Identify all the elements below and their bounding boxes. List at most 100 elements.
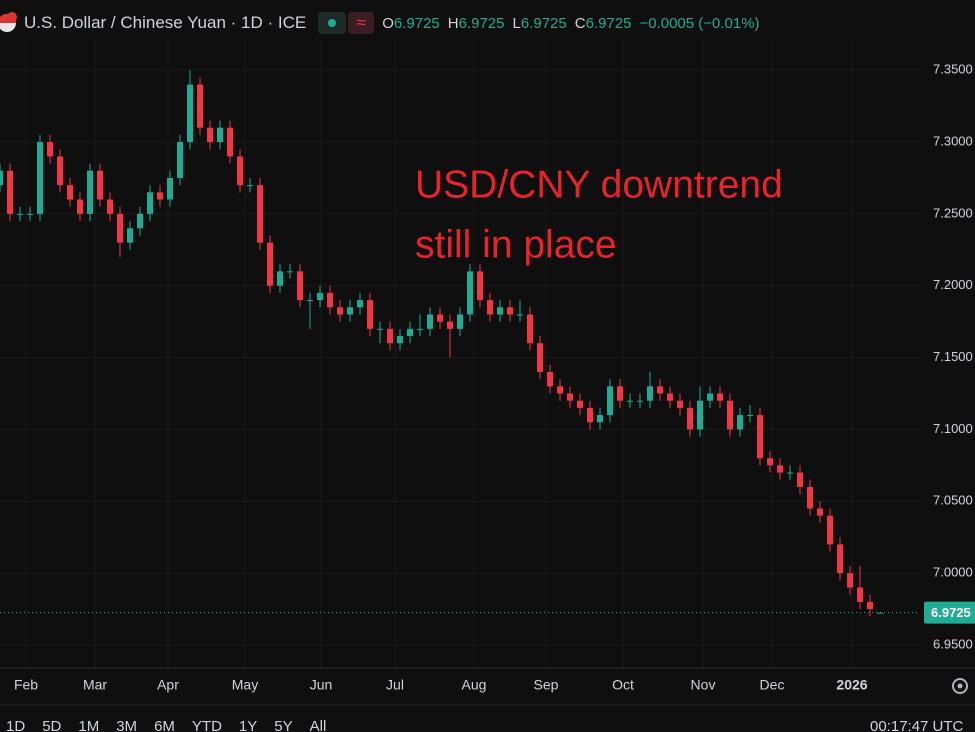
candle-body <box>7 170 13 214</box>
candle-body <box>407 328 413 337</box>
status[interactable] <box>318 12 347 34</box>
candle-body <box>347 307 353 315</box>
candle-body <box>367 300 373 329</box>
candle-body <box>187 84 193 143</box>
candle-body <box>617 386 623 401</box>
y-tick-label: 7.0500 <box>933 493 973 508</box>
candle-body <box>657 386 663 394</box>
candle-body <box>67 185 73 200</box>
candle-body <box>727 400 733 430</box>
candle-body <box>797 472 803 487</box>
candle-body <box>387 328 393 344</box>
candle-body <box>357 300 363 308</box>
ohlc-label: C <box>574 15 586 32</box>
range-button[interactable]: YTD <box>191 718 222 732</box>
candle-body <box>487 300 493 315</box>
candle-body <box>637 400 643 402</box>
candle-body <box>267 242 273 286</box>
clock: 00:17:47 UTC <box>870 718 964 732</box>
change: −0.0005 (−0.01%) <box>639 14 760 32</box>
candle-body <box>147 192 153 214</box>
range-toolbar: 1D 5D 1M 3M 6M YTD 1Y 5Y All <box>0 718 326 732</box>
candle-body <box>227 127 233 157</box>
candle-body <box>417 328 423 330</box>
candle-body <box>677 400 683 408</box>
candle-body <box>477 271 483 301</box>
delay-icon[interactable]: ≈ <box>348 12 375 34</box>
candle-body <box>607 386 613 416</box>
range-button[interactable]: All <box>309 718 327 732</box>
candle-body <box>37 142 43 214</box>
ohlc-value: 6.9725 <box>585 15 632 32</box>
ohlc-value: 6.9725 <box>393 15 440 32</box>
candle-body <box>827 515 833 545</box>
candle-body <box>597 415 603 423</box>
candle-body <box>317 292 323 301</box>
settings-icon[interactable] <box>952 678 968 694</box>
candle-body <box>817 508 823 516</box>
candle-body <box>717 393 723 401</box>
candle-body <box>107 199 113 214</box>
x-tick-label: Feb <box>14 677 38 693</box>
range-button[interactable]: 1M <box>78 718 100 732</box>
ohlc-label: O <box>382 15 394 32</box>
x-tick-label: Nov <box>691 677 716 693</box>
y-tick-label: 7.3000 <box>933 133 973 148</box>
ohlc-item: C6.9725 <box>575 15 632 32</box>
candle-body <box>0 170 3 186</box>
y-tick-label: 7.0000 <box>933 565 973 580</box>
candle-body <box>27 213 33 215</box>
range-button[interactable]: 1D <box>6 718 26 732</box>
y-tick-label: 7.2000 <box>933 277 973 292</box>
candle-body <box>687 407 693 430</box>
range-button[interactable]: 3M <box>116 718 138 732</box>
candle-body <box>177 142 183 178</box>
candle-body <box>647 386 653 401</box>
candle-body <box>557 386 563 394</box>
candle-body <box>567 393 573 401</box>
candle-body <box>327 292 333 308</box>
candle-body <box>97 170 103 200</box>
y-tick-label: 7.3500 <box>933 62 973 77</box>
candle-body <box>247 185 253 187</box>
candle-body <box>467 271 473 315</box>
ohlc-label: L <box>512 15 521 32</box>
candle-body <box>497 307 503 315</box>
candle-body <box>847 573 853 588</box>
candle-body <box>287 271 293 273</box>
ohlc: O6.9725 H6.9725 L6.9725 C6.9725 <box>374 13 631 33</box>
range-button[interactable]: 5D <box>42 718 62 732</box>
flag-icon <box>0 12 17 32</box>
header: U.S. Dollar / Chinese Yuan · 1D · ICE ≈ … <box>0 10 760 36</box>
candle-body <box>837 544 843 574</box>
candle-body <box>507 307 513 315</box>
candle-body <box>257 185 263 243</box>
candles <box>0 70 883 617</box>
candle-body <box>397 336 403 344</box>
candle-body <box>117 213 123 243</box>
x-tick-label: Jul <box>386 677 404 693</box>
candle-body <box>237 156 243 186</box>
candle-body <box>517 314 523 316</box>
x-tick-label: Dec <box>760 677 785 693</box>
x-tick-label: Apr <box>157 677 179 693</box>
x-tick-label: Sep <box>534 677 559 693</box>
candle-body <box>47 142 53 157</box>
candle-body <box>587 407 593 423</box>
range-button[interactable]: 5Y <box>274 718 293 732</box>
candle-body <box>427 314 433 329</box>
candle-body <box>767 458 773 466</box>
candle-body <box>87 170 93 214</box>
x-tick-label: Jun <box>310 677 333 693</box>
candle-body <box>217 127 223 143</box>
annotation: still in place <box>415 223 617 266</box>
candle-body <box>127 228 133 243</box>
ohlc-item: O6.9725 <box>382 15 440 32</box>
candle-body <box>697 400 703 430</box>
range-button[interactable]: 6M <box>154 718 175 732</box>
range-button[interactable]: 1Y <box>238 718 258 732</box>
last-price-label: 6.9725 <box>931 605 971 620</box>
candle-body <box>667 393 673 401</box>
